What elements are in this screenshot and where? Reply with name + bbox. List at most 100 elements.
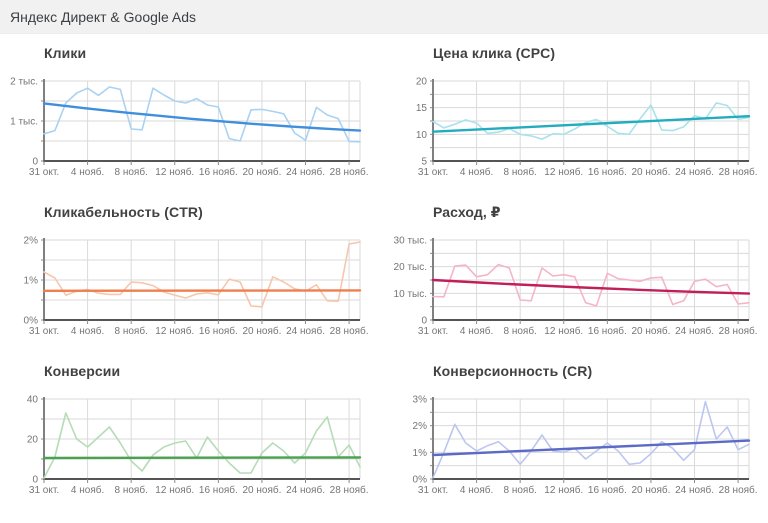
y-axis-label: 0 — [32, 475, 38, 486]
daily-series-line — [432, 102, 750, 140]
y-axis-label: 10 тыс. — [394, 289, 427, 300]
x-axis-label: 12 нояб. — [544, 484, 583, 496]
trend-line — [431, 278, 751, 295]
chart-panel-cpc: Цена клика (CPC) 5 10 15 20 31 окт. 4 нояб. 8 … — [399, 45, 758, 183]
x-axis-label: 4 нояб. — [71, 325, 104, 337]
x-axis-label: 28 нояб. — [719, 166, 758, 178]
chart-title-cr: Конверсионность (CR) — [433, 363, 593, 379]
cr-chart: 0% 1% 2% 3% 31 окт. 4 нояб. 8 нояб. 12 нояб. 16 … — [413, 395, 758, 497]
x-axis-label: 8 нояб. — [114, 166, 147, 178]
x-axis-label: 12 нояб. — [544, 325, 583, 337]
cpc-chart: 5 10 15 20 31 окт. 4 нояб. 8 нояб. 12 нояб. 16 н… — [416, 77, 758, 179]
ctr-chart: 0% 1% 2% 31 окт. 4 нояб. 8 нояб. 12 нояб. 16 но… — [24, 236, 369, 338]
x-axis-label: 16 нояб. — [199, 325, 238, 337]
x-axis-label: 16 нояб. — [588, 484, 627, 496]
chart-title-conversions: Конверсии — [44, 363, 121, 379]
x-axis-label: 24 нояб. — [675, 325, 714, 337]
x-axis-label: 12 нояб. — [155, 325, 194, 337]
x-axis-label: 8 нояб. — [114, 484, 147, 496]
x-axis-label: 8 нояб. — [503, 484, 536, 496]
daily-series-line — [43, 412, 361, 479]
trend-line — [42, 456, 362, 460]
y-axis-label: 0% — [413, 475, 428, 486]
chart-title-clicks: Клики — [44, 45, 87, 61]
page-title: Яндекс Директ & Google Ads — [10, 8, 197, 25]
y-axis-label: 20 — [416, 77, 428, 88]
x-axis-label: 4 нояб. — [460, 325, 493, 337]
daily-series-line — [432, 400, 750, 479]
x-axis-label: 8 нояб. — [503, 325, 536, 337]
chart-title-spend: Расход, ₽ — [433, 204, 501, 220]
x-axis-label: 16 нояб. — [588, 325, 627, 337]
x-axis-label: 4 нояб. — [460, 166, 493, 178]
y-axis-label: 20 тыс. — [394, 262, 427, 273]
x-axis-label: 24 нояб. — [286, 325, 325, 337]
chart-title-cpc: Цена клика (CPC) — [433, 45, 556, 61]
y-axis-label: 1% — [24, 276, 39, 287]
y-axis-label: 30 тыс. — [394, 236, 427, 247]
y-axis-label: 15 — [416, 103, 428, 114]
chart-panel-clicks: Клики 0 1 тыс. 2 тыс. 31 окт. 4 нояб. 8 нояб.… — [10, 45, 368, 183]
x-axis-label: 8 нояб. — [503, 166, 536, 178]
y-axis-label: 0% — [24, 316, 39, 327]
y-axis-label: 2 тыс. — [10, 77, 38, 88]
y-axis-label: 40 — [27, 395, 39, 406]
y-axis-label: 0 — [421, 316, 427, 327]
x-axis-label: 4 нояб. — [71, 484, 104, 496]
x-axis-label: 24 нояб. — [675, 166, 714, 178]
x-axis-label: 8 нояб. — [114, 325, 147, 337]
x-axis-label: 16 нояб. — [199, 166, 238, 178]
y-axis-label: 3% — [413, 395, 428, 406]
trend-line — [42, 102, 362, 132]
x-axis-label: 24 нояб. — [286, 166, 325, 178]
conversions-chart: 0 20 40 31 окт. 4 нояб. 8 нояб. 12 нояб. 16 ноя… — [27, 395, 369, 497]
x-axis-label: 28 нояб. — [330, 166, 369, 178]
x-axis-label: 16 нояб. — [199, 484, 238, 496]
chart-panel-cr: Конверсионность (CR) 0% 1% 2% 3% 31 окт. 4 но… — [399, 363, 758, 501]
trend-line — [431, 439, 751, 457]
x-axis-label: 20 нояб. — [242, 166, 281, 178]
chart-panel-spend: Расход, ₽ 0 10 тыс. 20 тыс. 30 тыс. 31 окт. 4… — [394, 204, 758, 342]
x-axis-label: 20 нояб. — [631, 325, 670, 337]
page-header: Яндекс Директ & Google Ads — [0, 0, 768, 34]
x-axis-label: 31 окт. — [418, 326, 448, 337]
x-axis-label: 12 нояб. — [544, 166, 583, 178]
x-axis-label: 28 нояб. — [719, 325, 758, 337]
x-axis-label: 28 нояб. — [330, 325, 369, 337]
chart-panel-ctr: Кликабельность (CTR) 0% 1% 2% 31 окт. 4 нояб… — [10, 204, 369, 342]
y-axis-label: 2% — [24, 236, 39, 247]
y-axis-label: 2% — [413, 421, 428, 432]
chart-panel-conversions: Конверсии 0 20 40 31 окт. 4 нояб. 8 нояб. 12 н… — [10, 363, 369, 501]
x-axis-label: 31 окт. — [418, 167, 448, 178]
clicks-chart: 0 1 тыс. 2 тыс. 31 окт. 4 нояб. 8 нояб. 12 ноя… — [10, 77, 369, 179]
x-axis-label: 4 нояб. — [460, 484, 493, 496]
x-axis-label: 31 окт. — [29, 485, 59, 496]
charts-grid: Клики 0 1 тыс. 2 тыс. 31 окт. 4 нояб. 8 нояб.… — [0, 34, 768, 501]
x-axis-label: 20 нояб. — [631, 484, 670, 496]
y-axis-label: 20 — [27, 435, 39, 446]
spend-chart: 0 10 тыс. 20 тыс. 30 тыс. 31 окт. 4 нояб. 8 но… — [394, 236, 758, 338]
x-axis-label: 24 нояб. — [286, 484, 325, 496]
daily-series-line — [432, 263, 750, 307]
x-axis-label: 12 нояб. — [155, 484, 194, 496]
x-axis-label: 4 нояб. — [71, 166, 104, 178]
x-axis-label: 24 нояб. — [675, 484, 714, 496]
x-axis-label: 31 окт. — [29, 326, 59, 337]
x-axis-label: 28 нояб. — [330, 484, 369, 496]
x-axis-label: 12 нояб. — [155, 166, 194, 178]
x-axis-label: 31 окт. — [29, 167, 59, 178]
y-axis-label: 1% — [413, 448, 428, 459]
chart-title-ctr: Кликабельность (CTR) — [44, 204, 203, 220]
x-axis-label: 31 окт. — [418, 485, 448, 496]
x-axis-label: 20 нояб. — [242, 325, 281, 337]
x-axis-label: 28 нояб. — [719, 484, 758, 496]
y-axis-label: 1 тыс. — [10, 117, 38, 128]
y-axis-label: 0 — [32, 157, 38, 168]
trend-line — [431, 115, 751, 133]
x-axis-label: 20 нояб. — [242, 484, 281, 496]
x-axis-label: 16 нояб. — [588, 166, 627, 178]
daily-series-line — [43, 86, 361, 143]
daily-series-line — [43, 241, 361, 308]
y-axis-label: 5 — [421, 157, 427, 168]
y-axis-label: 10 — [416, 130, 428, 141]
